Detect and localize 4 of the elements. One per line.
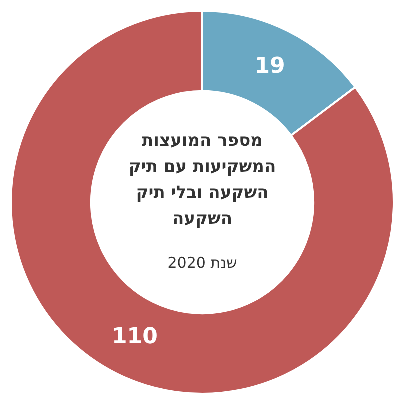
data-label: 110 [112, 324, 158, 350]
text: שנת 2020 [166, 254, 238, 272]
text: מספר המועצות המשקיעות עם תיק השקעה ובלי תיק השקעה [128, 130, 278, 231]
data-label: 19 [254, 54, 286, 79]
